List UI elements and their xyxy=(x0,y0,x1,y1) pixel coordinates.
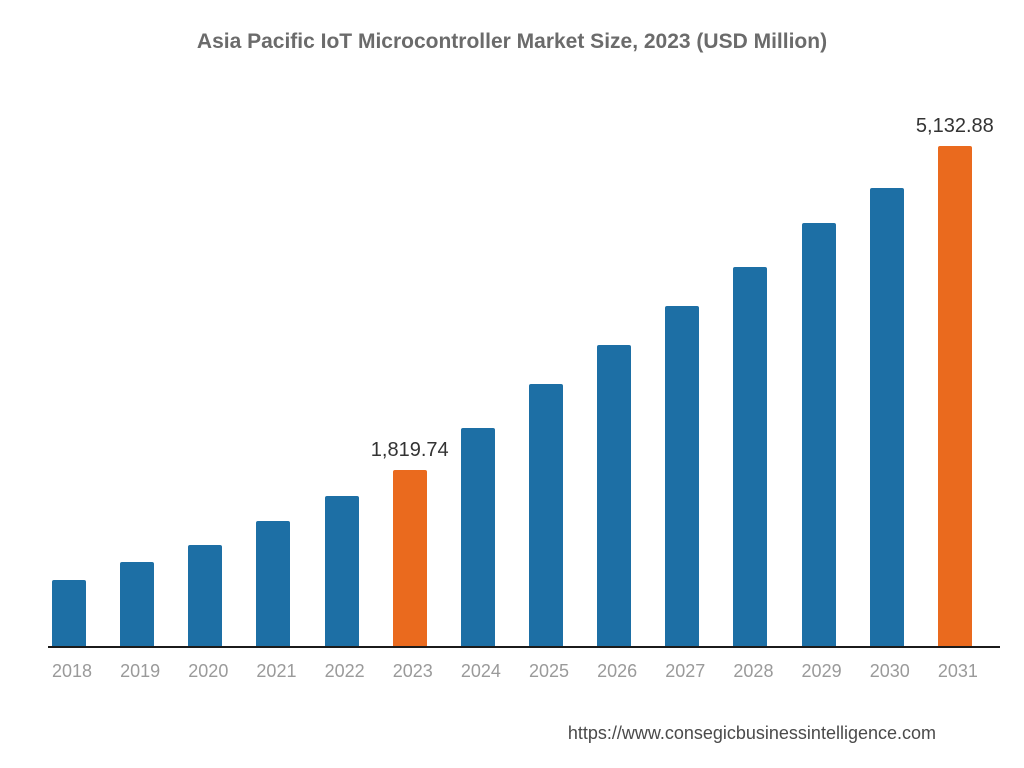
x-axis-label: 2023 xyxy=(393,661,427,682)
bar-wrap xyxy=(733,110,767,648)
x-axis-label: 2028 xyxy=(733,661,767,682)
bar xyxy=(870,188,904,648)
x-axis-label: 2019 xyxy=(120,661,154,682)
x-axis-label: 2031 xyxy=(938,661,972,682)
x-axis-label: 2022 xyxy=(325,661,359,682)
bar-wrap xyxy=(597,110,631,648)
bar-value-label: 1,819.74 xyxy=(371,439,449,462)
bar-wrap xyxy=(802,110,836,648)
bar xyxy=(393,470,427,648)
x-axis-labels: 2018 2019 2020 2021 2022 2023 2024 2025 2026 2027… xyxy=(48,661,976,682)
bar-wrap xyxy=(325,110,359,648)
chart-frame: Asia Pacific IoT Microcontroller Market … xyxy=(0,0,1024,768)
x-axis-label: 2021 xyxy=(256,661,290,682)
bar-wrap: 1,819.74 xyxy=(393,110,427,648)
bar-wrap: 5,132.88 xyxy=(938,110,972,648)
bars-container: 1,819.74 5,132.88 xyxy=(48,110,976,648)
x-axis-label: 2027 xyxy=(665,661,699,682)
x-axis-label: 2026 xyxy=(597,661,631,682)
bar xyxy=(733,267,767,648)
plot-area: 1,819.74 5,132.88 xyxy=(48,110,976,648)
bar-wrap xyxy=(870,110,904,648)
bar-wrap xyxy=(665,110,699,648)
bar-wrap xyxy=(52,110,86,648)
bar xyxy=(188,545,222,648)
x-axis-label: 2018 xyxy=(52,661,86,682)
x-axis-label: 2029 xyxy=(802,661,836,682)
bar-wrap xyxy=(256,110,290,648)
source-url: https://www.consegicbusinessintelligence… xyxy=(0,723,976,744)
bar-wrap xyxy=(188,110,222,648)
bar-wrap xyxy=(120,110,154,648)
bar xyxy=(120,562,154,648)
x-axis-label: 2025 xyxy=(529,661,563,682)
bar xyxy=(461,428,495,648)
bar-wrap xyxy=(461,110,495,648)
bar xyxy=(597,345,631,648)
bar xyxy=(529,384,563,648)
x-axis-line xyxy=(48,646,1000,648)
chart-title: Asia Pacific IoT Microcontroller Market … xyxy=(0,30,1024,54)
bar xyxy=(52,580,86,648)
x-axis-label: 2024 xyxy=(461,661,495,682)
bar xyxy=(256,521,290,648)
bar xyxy=(802,223,836,649)
x-axis-label: 2030 xyxy=(870,661,904,682)
bar xyxy=(325,496,359,648)
bar-value-label: 5,132.88 xyxy=(916,115,994,138)
bar xyxy=(938,146,972,648)
x-axis-label: 2020 xyxy=(188,661,222,682)
bar-wrap xyxy=(529,110,563,648)
bar xyxy=(665,306,699,648)
